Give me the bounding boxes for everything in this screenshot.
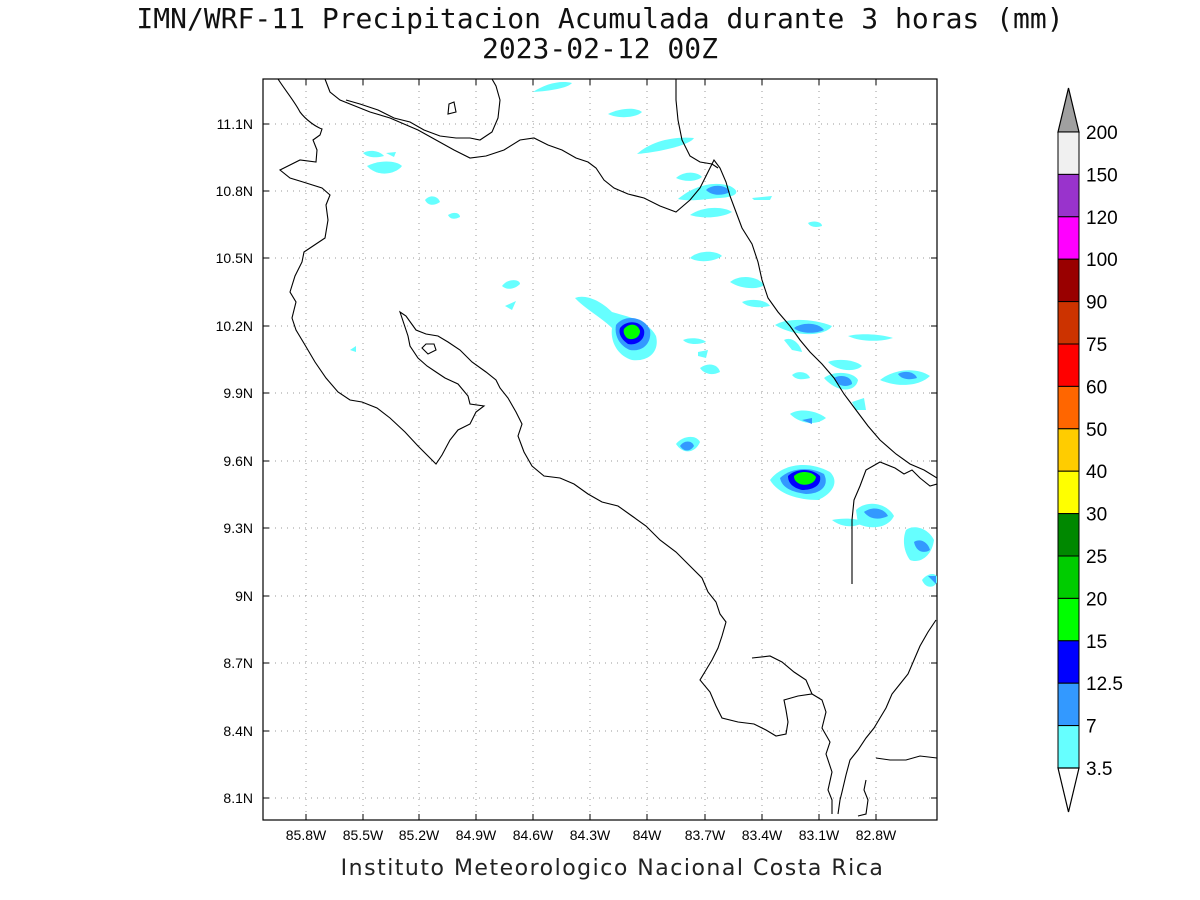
legend-label: 12.5 <box>1086 674 1123 695</box>
lat-tick-label: 8.7N <box>223 655 253 671</box>
lat-tick-label: 9.6N <box>223 453 253 469</box>
legend-swatch <box>1057 258 1080 303</box>
legend-bottom-arrow <box>1057 767 1080 813</box>
legend-swatch <box>1057 597 1080 642</box>
coastline <box>277 79 937 817</box>
lon-tick-label: 84.3W <box>570 827 611 843</box>
legend-label: 20 <box>1086 589 1107 610</box>
legend-swatch <box>1057 173 1080 218</box>
lat-tick-label: 11.1N <box>217 116 253 132</box>
precipitation-field <box>350 82 937 587</box>
precip-legend: 200 150 120 100 90 75 60 50 40 30 25 20 15 12.5 7 3.5 <box>1057 87 1123 813</box>
map-frame <box>262 78 938 821</box>
longitude-labels: 85.8W 85.5W 85.2W 84.9W 84.6W 84.3W 84W 83.7W 83… <box>286 827 897 843</box>
legend-swatch <box>1057 343 1080 387</box>
lat-tick-label: 8.1N <box>223 790 253 806</box>
legend-swatch <box>1057 301 1080 345</box>
lat-tick-label: 9.3N <box>223 520 253 536</box>
legend-swatch <box>1057 513 1080 557</box>
lat-tick-label: 10.2N <box>216 318 253 334</box>
lon-tick-label: 84.6W <box>513 827 554 843</box>
legend-label: 7 <box>1086 717 1097 738</box>
legend-label: 60 <box>1086 377 1107 398</box>
legend-label: 15 <box>1086 632 1107 653</box>
lon-tick-label: 84W <box>633 827 663 843</box>
legend-swatch <box>1057 216 1080 260</box>
latitude-labels: 11.1N 10.8N 10.5N 10.2N 9.9N 9.6N 9.3N 9N 8.7N 8.… <box>216 116 253 806</box>
legend-swatch <box>1057 640 1080 684</box>
lon-tick-label: 85.8W <box>286 827 327 843</box>
legend-swatch <box>1057 428 1080 472</box>
legend-top-arrow <box>1057 87 1080 133</box>
legend-label: 120 <box>1086 208 1118 229</box>
lon-tick-label: 83.7W <box>685 827 726 843</box>
map-date: 2023-02-12 00Z <box>481 32 718 65</box>
legend-label: 90 <box>1086 293 1107 314</box>
lon-tick-label: 85.2W <box>399 827 440 843</box>
map-title: IMN/WRF-11 Precipitacion Acumulada duran… <box>136 2 1064 35</box>
lon-tick-label: 84.9W <box>456 827 497 843</box>
legend-label: 200 <box>1086 123 1118 144</box>
graticule <box>263 79 937 820</box>
legend-label: 3.5 <box>1086 759 1112 780</box>
legend-label: 150 <box>1086 165 1118 186</box>
legend-label: 50 <box>1086 420 1107 441</box>
lat-tick-label: 9N <box>235 588 253 604</box>
legend-label: 30 <box>1086 505 1107 526</box>
lon-tick-label: 85.5W <box>343 827 384 843</box>
legend-label: 75 <box>1086 335 1107 356</box>
lon-tick-label: 83.4W <box>742 827 783 843</box>
legend-swatch <box>1057 470 1080 515</box>
legend-swatch <box>1057 725 1080 769</box>
lon-tick-label: 83.1W <box>799 827 840 843</box>
legend-label: 100 <box>1086 250 1118 271</box>
legend-swatch <box>1057 131 1080 175</box>
legend-swatch <box>1057 385 1080 430</box>
lat-tick-label: 9.9N <box>223 385 253 401</box>
institution-footer: Instituto Meteorologico Nacional Costa R… <box>340 856 885 881</box>
legend-swatch <box>1057 682 1080 727</box>
lat-tick-label: 8.4N <box>223 723 253 739</box>
lat-tick-label: 10.8N <box>216 183 253 199</box>
legend-label: 40 <box>1086 462 1107 483</box>
lat-tick-label: 10.5N <box>216 250 253 266</box>
axis-ticks <box>263 79 937 820</box>
lon-tick-label: 82.8W <box>856 827 897 843</box>
legend-label: 25 <box>1086 547 1107 568</box>
legend-swatch <box>1057 555 1080 599</box>
